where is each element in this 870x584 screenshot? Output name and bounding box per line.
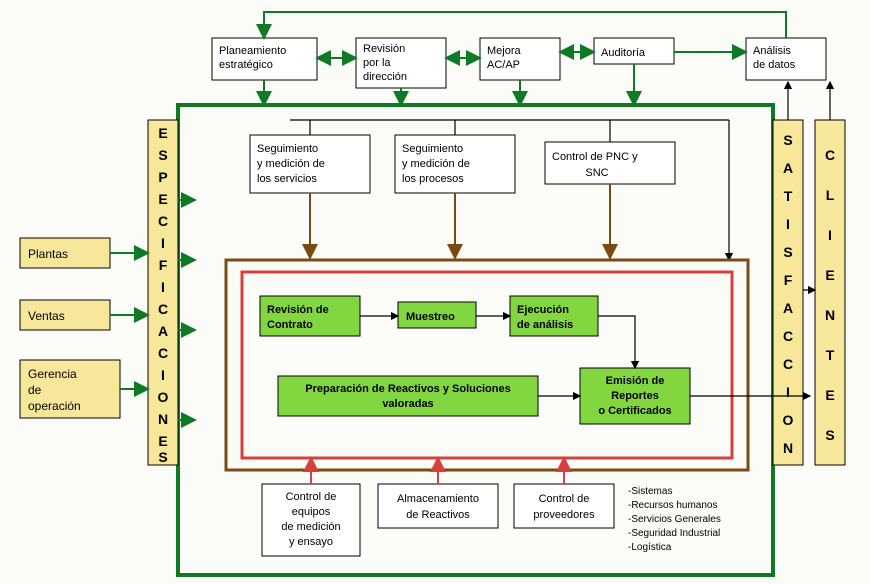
analisis-l2: de datos — [753, 59, 796, 71]
gerencia-l2: de — [28, 383, 42, 397]
svg-text:I: I — [786, 216, 790, 232]
planeamiento-l2: estratégico — [219, 59, 273, 71]
svg-text:y ensayo: y ensayo — [289, 536, 333, 548]
planeamiento-l1: Planeamiento — [219, 45, 286, 57]
gerencia-l1: Gerencia — [28, 367, 77, 381]
control-pnc-box — [545, 142, 675, 184]
svg-text:N: N — [158, 411, 168, 427]
svg-text:valoradas: valoradas — [382, 398, 433, 410]
svg-text:A: A — [783, 300, 793, 316]
gerencia-l3: operación — [28, 399, 81, 413]
svg-text:A: A — [158, 323, 168, 339]
svg-text:Ejecución: Ejecución — [517, 304, 569, 316]
svg-text:S: S — [158, 449, 167, 465]
svg-text:S: S — [825, 427, 834, 443]
svg-text:T: T — [784, 188, 793, 204]
svg-text:equipos: equipos — [292, 506, 331, 518]
svg-text:S: S — [783, 244, 792, 260]
svg-text:Seguimiento: Seguimiento — [257, 143, 318, 155]
bottom-list-5: -Logística — [628, 542, 672, 553]
svg-text:los procesos: los procesos — [402, 173, 464, 185]
svg-text:C: C — [783, 356, 793, 372]
bottom-list-3: -Servicios Generales — [628, 514, 721, 525]
svg-text:Seguimiento: Seguimiento — [402, 143, 463, 155]
revision-dir-l2: por la — [363, 57, 391, 69]
svg-text:S: S — [158, 147, 167, 163]
core-a3 — [598, 316, 635, 368]
svg-text:C: C — [158, 213, 168, 229]
svg-text:y medición de: y medición de — [402, 158, 470, 170]
svg-text:E: E — [158, 125, 167, 141]
svg-text:o Certificados: o Certificados — [598, 405, 671, 417]
svg-text:T: T — [826, 347, 835, 363]
bottom-list-4: -Seguridad Industrial — [628, 528, 720, 539]
svg-text:C: C — [825, 147, 835, 163]
analisis-l1: Análisis — [753, 45, 791, 57]
svg-text:de medición: de medición — [281, 521, 340, 533]
svg-text:O: O — [783, 412, 794, 428]
svg-text:I: I — [161, 279, 165, 295]
svg-text:Revisión de: Revisión de — [267, 304, 329, 316]
svg-text:E: E — [825, 387, 834, 403]
svg-text:de Reactivos: de Reactivos — [406, 509, 470, 521]
revision-dir-l3: dirección — [363, 71, 407, 83]
svg-text:Preparación de Reactivos y Sol: Preparación de Reactivos y Soluciones — [305, 383, 510, 395]
svg-text:Almacenamiento: Almacenamiento — [397, 493, 479, 505]
svg-text:I: I — [161, 367, 165, 383]
clientes-bar — [815, 120, 845, 465]
svg-text:I: I — [828, 227, 832, 243]
svg-text:proveedores: proveedores — [533, 509, 595, 521]
svg-text:E: E — [158, 433, 167, 449]
prep-react-box — [278, 376, 538, 416]
top-loop-line — [264, 12, 786, 38]
mejora-l1: Mejora — [487, 45, 522, 57]
svg-text:C: C — [158, 301, 168, 317]
svg-text:Control de PNC y: Control de PNC y — [552, 151, 638, 163]
svg-text:P: P — [158, 169, 167, 185]
svg-text:Reportes: Reportes — [611, 390, 659, 402]
svg-text:I: I — [161, 235, 165, 251]
svg-text:A: A — [783, 160, 793, 176]
svg-text:O: O — [158, 389, 169, 405]
ventas-label: Ventas — [28, 309, 65, 323]
svg-text:F: F — [784, 272, 793, 288]
svg-text:SNC: SNC — [585, 167, 608, 179]
svg-text:I: I — [786, 384, 790, 400]
svg-text:Control de: Control de — [286, 491, 337, 503]
svg-text:S: S — [783, 132, 792, 148]
svg-text:C: C — [158, 345, 168, 361]
svg-text:L: L — [826, 187, 835, 203]
svg-text:y medición de: y medición de — [257, 158, 325, 170]
svg-text:Emisión de: Emisión de — [606, 375, 665, 387]
bottom-list-1: -Sistemas — [628, 486, 672, 497]
svg-text:Control de: Control de — [539, 493, 590, 505]
brown-frame — [226, 260, 748, 470]
svg-text:C: C — [783, 328, 793, 344]
svg-text:N: N — [825, 307, 835, 323]
almac-box — [378, 484, 498, 528]
svg-text:E: E — [825, 267, 834, 283]
svg-text:F: F — [159, 257, 168, 273]
svg-text:de análisis: de análisis — [517, 319, 573, 331]
svg-text:Contrato: Contrato — [267, 319, 313, 331]
auditoria-l1: Auditoría — [601, 47, 646, 59]
control-prov-box — [514, 484, 614, 528]
svg-text:Muestreo: Muestreo — [406, 311, 455, 323]
mejora-l2: AC/AP — [487, 59, 520, 71]
process-map-diagram: E S P E C I F I C A C I O N E S S A T I … — [0, 0, 870, 584]
revision-dir-l1: Revisión — [363, 43, 405, 55]
bottom-list-2: -Recursos humanos — [628, 500, 717, 511]
svg-text:N: N — [783, 440, 793, 456]
plantas-label: Plantas — [28, 247, 68, 261]
svg-text:los servicios: los servicios — [257, 173, 317, 185]
svg-text:E: E — [158, 191, 167, 207]
